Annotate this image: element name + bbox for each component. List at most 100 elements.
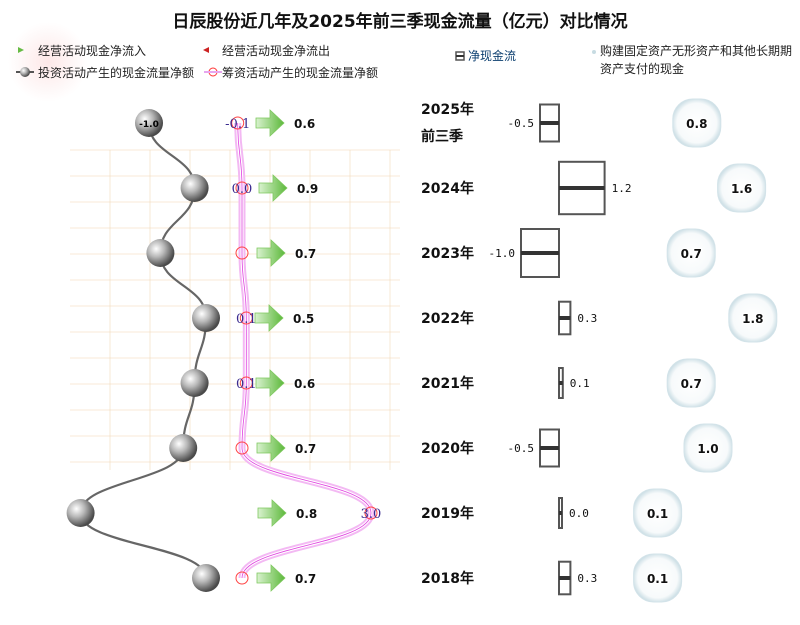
operating-inflow-series: 0.6 0.9 0.7 0.5 0.6 0.7 0.8 0.7: [254, 109, 320, 592]
capex-bubble: [683, 423, 733, 473]
legend-operating-in-label: 经营活动现金净流入: [38, 43, 146, 58]
grid-lines: [70, 149, 400, 470]
category-label: 2020年: [421, 440, 474, 457]
financing-data-label: 0.1: [236, 377, 257, 392]
category-label: 2021年: [421, 375, 474, 392]
legend-operating-out-label: 经营活动现金净流出: [222, 43, 330, 58]
operating-inflow-label: 0.7: [295, 572, 316, 586]
category-label: 2025年: [421, 101, 474, 118]
financing-point: [235, 441, 249, 455]
legend-investing-label: 投资活动产生的现金流量净额: [38, 65, 194, 80]
capex-bubble: [633, 553, 683, 603]
capex-label: 1.0: [697, 442, 718, 456]
capex-label: 0.7: [681, 377, 702, 391]
capex-label: 0.7: [681, 247, 702, 261]
net-cash-flow-label: -1.0: [489, 247, 516, 260]
capex-bubble: [728, 293, 778, 343]
net-cash-flow-label: -0.5: [508, 117, 535, 130]
net-cash-flow-bar: [521, 251, 559, 255]
investing-data-label: -1.0: [139, 120, 159, 130]
net-cash-flow-series: -0.5 1.2 -1.0 0.3 0.1 -0.5 0.0 0.3: [489, 103, 632, 596]
operating-inflow-arrow: [256, 564, 286, 592]
legend-financing-label: 筹资活动产生的现金流量净额: [222, 65, 378, 80]
operating-inflow-label: 0.5: [293, 312, 314, 326]
operating-inflow-arrow: [256, 239, 286, 267]
operating-inflow-label: 0.7: [295, 247, 316, 261]
legend-capex-label-line2: 资产支付的现金: [600, 61, 684, 76]
legend-investing-ball-icon: [20, 67, 30, 77]
investing-point: [180, 369, 209, 397]
capex-bubble: [666, 358, 716, 408]
capex-bubble: [717, 163, 767, 213]
capex-bubble: [666, 228, 716, 278]
financing-data-label: 3.0: [361, 507, 382, 522]
financing-data-label: -0.1: [225, 117, 250, 132]
financing-point: [231, 116, 245, 130]
net-cash-flow-bar: [559, 511, 562, 515]
legend-green-arrow-icon: [18, 47, 24, 53]
operating-inflow-label: 0.7: [295, 442, 316, 456]
financing-point: [235, 571, 249, 585]
legend-capex-label-line1: 购建固定资产无形资产和其他长期期: [600, 43, 792, 58]
financing-data-label: 0.1: [236, 312, 257, 327]
net-cash-flow-label: -0.5: [508, 442, 535, 455]
category-label: 2018年: [421, 570, 474, 587]
investing-point: [66, 499, 95, 527]
category-label: 前三季: [421, 128, 463, 145]
category-labels: 2025年前三季 2024年 2023年 2022年 2021年 2020年 2019年 20…: [421, 101, 474, 587]
capex-label: 0.8: [686, 117, 707, 131]
financing-data-label: 0.0: [232, 182, 253, 197]
category-label: 2022年: [421, 310, 474, 327]
capex-label: 1.6: [731, 182, 752, 196]
category-label: 2023年: [421, 245, 474, 262]
category-label: 2019年: [421, 505, 474, 522]
operating-inflow-arrow: [255, 109, 285, 137]
investing-series: -1.0: [66, 109, 220, 592]
investing-point: [169, 434, 198, 462]
net-cash-flow-label: 0.0: [569, 507, 589, 520]
net-cash-flow-label: 0.1: [570, 377, 590, 390]
capex-label: 1.8: [742, 312, 763, 326]
chart-title: 日辰股份近几年及2025年前三季现金流量（亿元）对比情况: [172, 11, 627, 32]
net-cash-flow-bar: [559, 186, 605, 190]
financing-point: [239, 376, 253, 390]
legend-glow: [8, 22, 88, 102]
investing-point: [180, 174, 209, 202]
investing-point: [192, 564, 220, 592]
net-cash-flow-bar: [559, 316, 571, 320]
financing-point: [235, 246, 249, 260]
net-cash-flow-bar: [559, 576, 571, 580]
financing-series: -0.1 0.0 0.1 0.1 3.0: [225, 116, 382, 585]
capex-label: 0.1: [647, 507, 668, 521]
financing-point: [235, 181, 249, 195]
operating-inflow-arrow: [255, 369, 285, 397]
capex-series: 0.8 1.6 0.7 1.8 0.7 1.0 0.1 0.1: [633, 98, 778, 603]
investing-point: [192, 304, 220, 332]
net-cash-flow-label: 0.3: [577, 572, 597, 585]
legend-red-arrow-icon: [203, 47, 209, 53]
operating-inflow-label: 0.6: [294, 117, 315, 131]
category-label: 2024年: [421, 180, 474, 197]
investing-point: [146, 239, 175, 267]
operating-inflow-arrow: [258, 174, 288, 202]
capex-bubble: [633, 488, 683, 538]
financing-point: [239, 311, 253, 325]
operating-inflow-label: 0.8: [296, 507, 317, 521]
operating-inflow-label: 0.6: [294, 377, 315, 391]
legend-capex-dot-icon: [592, 50, 596, 54]
operating-inflow-label: 0.9: [297, 182, 318, 196]
operating-inflow-arrow: [256, 434, 286, 462]
operating-inflow-arrow: [254, 304, 284, 332]
net-cash-flow-bar: [559, 381, 563, 385]
net-cash-flow-label: 1.2: [612, 182, 632, 195]
financing-point: [364, 506, 378, 520]
net-cash-flow-bar: [540, 446, 559, 450]
net-cash-flow-bar: [540, 121, 559, 125]
investing-point: [135, 109, 163, 137]
capex-label: 0.1: [647, 572, 668, 586]
operating-inflow-arrow: [257, 499, 287, 527]
net-cash-flow-label: 0.3: [577, 312, 597, 325]
capex-bubble: [672, 98, 722, 148]
